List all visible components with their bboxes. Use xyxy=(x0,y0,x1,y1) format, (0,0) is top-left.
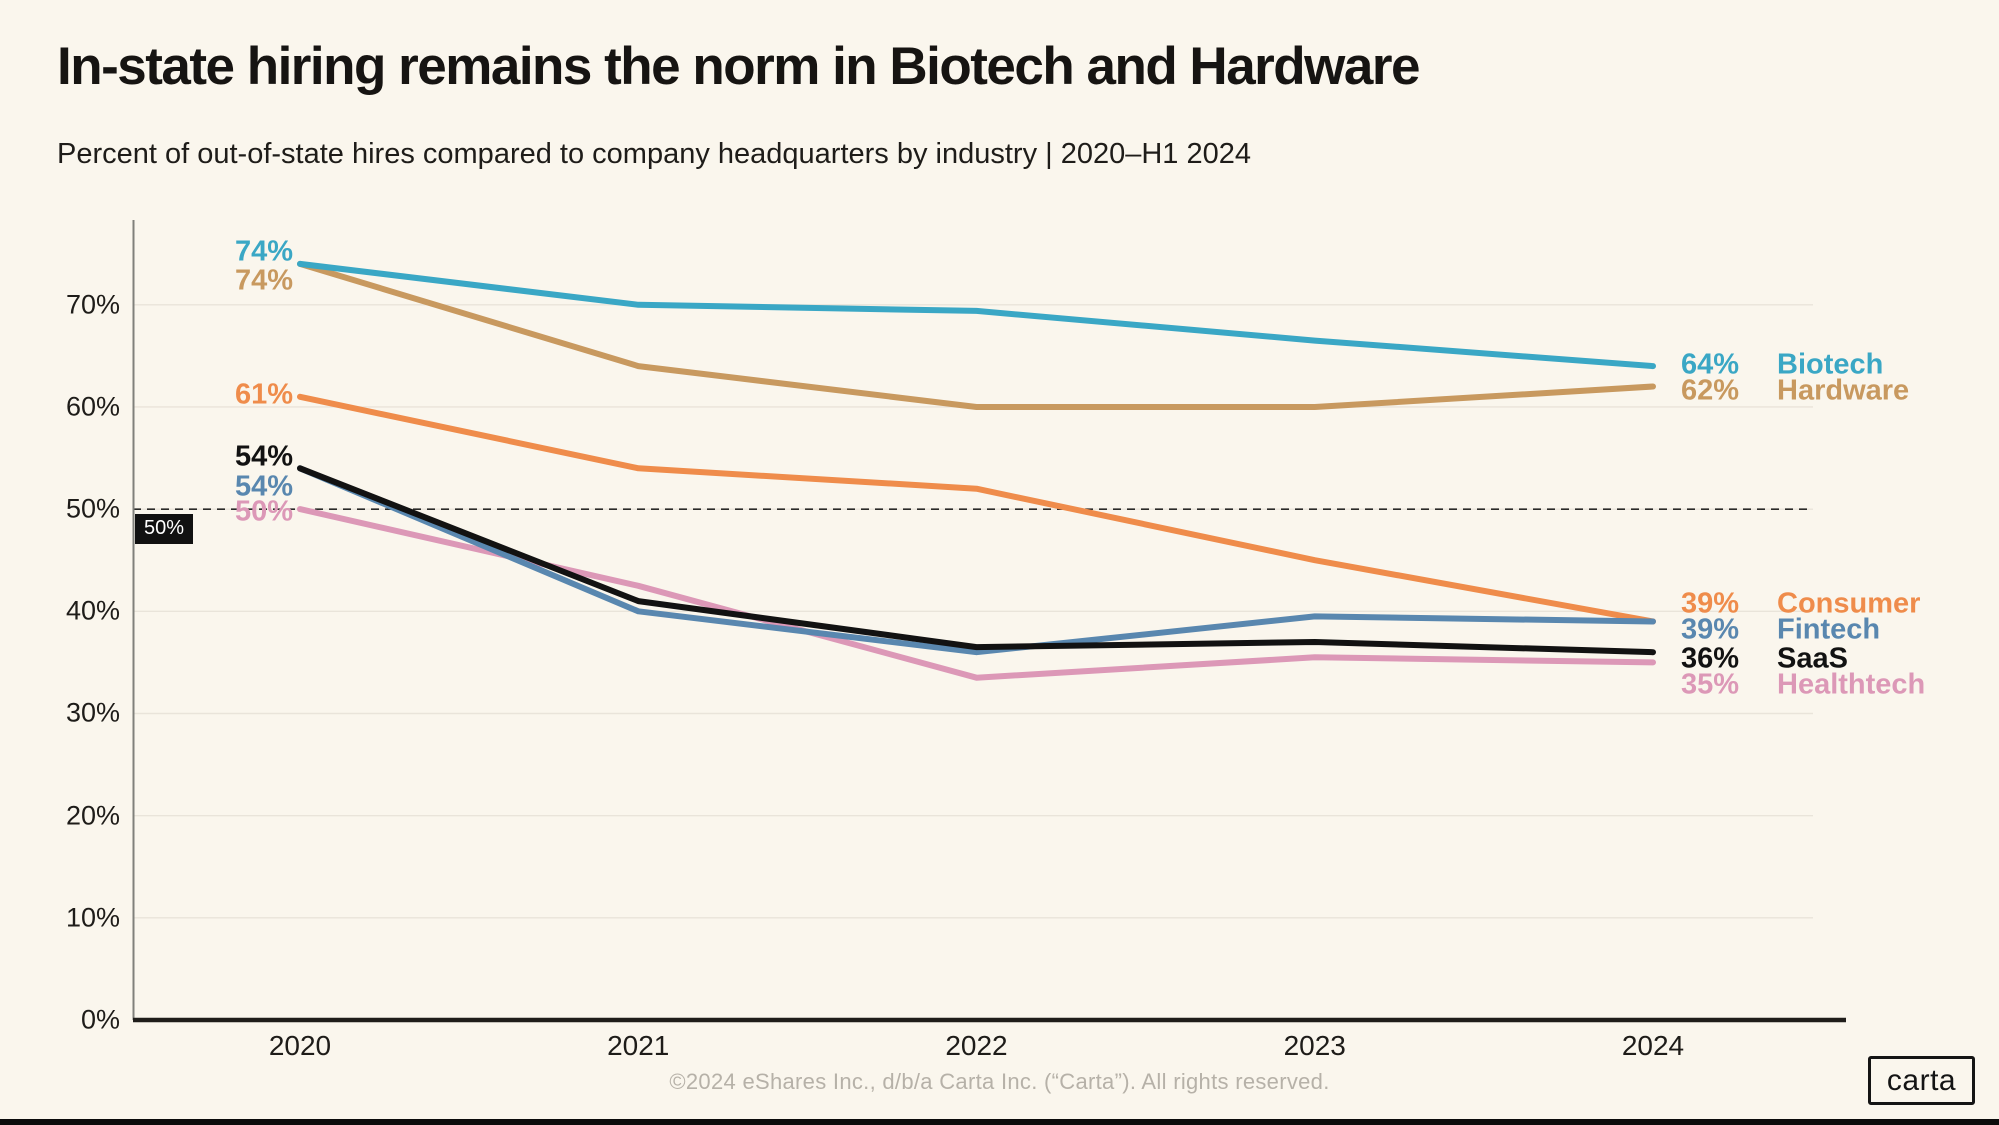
reference-line-badge: 50% xyxy=(135,514,194,544)
carta-logo: carta xyxy=(1868,1056,1975,1105)
end-value-label-consumer: 39% xyxy=(1681,587,1740,620)
start-value-label-consumer: 61% xyxy=(234,378,293,411)
page-subtitle: Percent of out-of-state hires compared t… xyxy=(57,138,1251,170)
start-value-label-fintech: 54% xyxy=(234,470,293,503)
series-line-biotech xyxy=(297,260,1656,370)
x-tick-label: 2021 xyxy=(607,1030,670,1061)
series-name-label-saas: SaaS xyxy=(1777,642,1848,675)
series-line-consumer xyxy=(297,393,1656,625)
series-name-label-biotech: Biotech xyxy=(1777,348,1884,381)
start-value-label-healthtech: 50% xyxy=(234,495,293,528)
y-tick-label: 40% xyxy=(65,595,120,626)
series-name-label-hardware: Hardware xyxy=(1777,374,1910,407)
end-value-label-healthtech: 35% xyxy=(1681,668,1740,701)
y-tick-label: 60% xyxy=(65,391,120,422)
bottom-bar xyxy=(0,1119,1999,1125)
series-line-fintech xyxy=(297,465,1656,656)
y-tick-label: 50% xyxy=(65,493,120,524)
series-name-label-healthtech: Healthtech xyxy=(1777,668,1926,701)
x-tick-label: 2024 xyxy=(1621,1030,1685,1061)
x-tick-label: 2023 xyxy=(1283,1030,1346,1061)
start-value-label-biotech: 74% xyxy=(234,235,293,268)
y-tick-label: 10% xyxy=(65,902,120,933)
end-value-label-saas: 36% xyxy=(1681,642,1740,675)
series-name-label-fintech: Fintech xyxy=(1777,613,1881,646)
end-value-label-hardware: 62% xyxy=(1681,374,1740,407)
series-name-label-consumer: Consumer xyxy=(1777,587,1921,620)
start-value-label-hardware: 74% xyxy=(234,264,293,297)
y-tick-label: 0% xyxy=(80,1004,120,1035)
footer-copyright: ©2024 eShares Inc., d/b/a Carta Inc. (“C… xyxy=(669,1069,1330,1094)
y-tick-label: 70% xyxy=(65,289,120,320)
y-tick-label: 20% xyxy=(65,800,120,831)
end-value-label-biotech: 64% xyxy=(1681,348,1740,381)
y-tick-label: 30% xyxy=(65,697,120,728)
series-line-saas xyxy=(297,465,1656,656)
x-tick-label: 2022 xyxy=(945,1030,1008,1061)
series-line-healthtech xyxy=(297,506,1656,681)
end-value-label-fintech: 39% xyxy=(1681,613,1740,646)
series-line-hardware xyxy=(297,260,1656,410)
page-title: In-state hiring remains the norm in Biot… xyxy=(57,37,1420,96)
x-tick-label: 2020 xyxy=(268,1030,332,1061)
start-value-label-saas: 54% xyxy=(234,440,293,473)
